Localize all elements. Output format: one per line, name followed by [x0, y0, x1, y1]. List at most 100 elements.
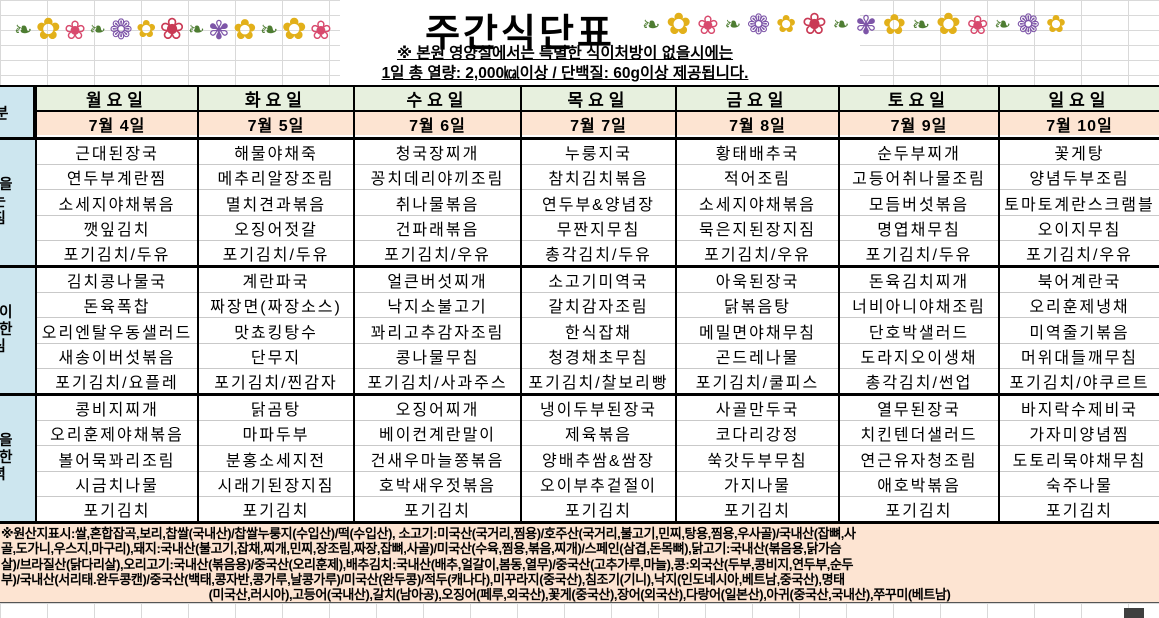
menu-item: 포기김치/우유 — [1000, 239, 1159, 266]
menu-item: 소세지야채볶음 — [677, 189, 838, 215]
menu-item: 총각김치/썬업 — [840, 367, 998, 394]
menu-day-block: 김치콩나물국 돈육폭찹 오리엔탈우동샐러드 새송이버섯볶음 포기김치/요플레 — [35, 268, 197, 394]
menu-item: 분홍소세지전 — [199, 445, 353, 471]
spreadsheet-top-band: ❧ ✿ ❀ ❧ ❁ ✿ ❀ ❧ ✾ ✿ ❧ ✿ ❀ ❧ ✿ ❀ ❧ ❁ ✿ ❀ ❧ ✾ ✿ ❧ ✿ ❀ ❧ ❁ ✿ 주간식단표 ※ 본… — [0, 0, 1159, 85]
menu-item: 연두부&양념장 — [522, 189, 675, 215]
menu-item: 포기김치 — [840, 495, 998, 522]
flower-icon: ❁ — [109, 14, 133, 45]
menu-item: 호박새우젓볶음 — [355, 470, 520, 496]
menu-item: 고등어취나물조림 — [840, 164, 998, 190]
meal-label-line: 여는 — [0, 194, 35, 211]
menu-item: 건새우마늘쫑볶음 — [355, 445, 520, 471]
menu-item: 토마토계란스크램블 — [1000, 189, 1159, 215]
menu-item: 포기김치/사과주스 — [355, 367, 520, 394]
day-header-cell: 월요일 — [37, 87, 197, 112]
leaf-icon: ❧ — [994, 14, 1011, 36]
meal-label-line: 점심 — [0, 339, 35, 356]
menu-day-block: 황태배추국 적어조림 소세지야채볶음 묵은지된장지짐 포기김치/우유 — [675, 140, 838, 266]
menu-item: 얼큰버섯찌개 — [355, 268, 520, 293]
menu-item: 메밀면야채무침 — [677, 317, 838, 343]
menu-item: 양배추쌈&쌈장 — [522, 445, 675, 471]
menu-item: 제육볶음 — [522, 420, 675, 446]
menu-item: 멸치견과볶음 — [199, 189, 353, 215]
meal-label: 행복을여는아침 — [0, 177, 35, 228]
meal-label-line: 정성이 — [0, 305, 13, 321]
menu-day-block: 소고기미역국 갈치감자조림 한식잡채 청경채초무침 포기김치/찰보리빵 — [520, 268, 675, 394]
menu-item: 청경채초무침 — [522, 342, 675, 368]
menu-day-block: 닭곰탕 마파두부 분홍소세지전 시래기된장지짐 포기김치 — [197, 396, 353, 522]
menu-item: 갈치감자조림 — [522, 292, 675, 318]
menu-item: 소세지야채볶음 — [37, 189, 197, 215]
menu-item: 취나물볶음 — [355, 189, 520, 215]
menu-item: 맛쵸킹탕수 — [199, 317, 353, 343]
leaf-icon: ❧ — [642, 12, 661, 37]
menu-day-block: 냉이두부된장국 제육볶음 양배추쌈&쌈장 오이부추겉절이 포기김치 — [520, 396, 675, 522]
menu-item: 숙주나물 — [1000, 470, 1159, 496]
day-header-cell: 목요일 — [522, 87, 675, 112]
menu-item: 오이지무침 — [1000, 214, 1159, 240]
leaf-icon: ❧ — [187, 19, 205, 41]
corner-cell-label: 구 분 — [0, 102, 33, 123]
menu-day-block: 순두부찌개 고등어취나물조림 모듬버섯볶음 명엽채무침 포기김치/두유 — [838, 140, 998, 266]
menu-item: 순두부찌개 — [840, 140, 998, 165]
meal-row: 건강을생각한저녁콩비지찌개오리훈제야채볶음볼어묵꽈리조림시금치나물포기김치닭곰탕… — [0, 393, 1159, 522]
menu-item: 도라지오이생채 — [840, 342, 998, 368]
meal-label-line: 가득한 — [0, 322, 13, 338]
leaf-icon: ❧ — [89, 19, 107, 41]
menu-item: 메추리알장조림 — [199, 164, 353, 190]
meal-label-line: 건강을 — [0, 433, 13, 449]
flower-icon: ❁ — [1016, 9, 1041, 40]
menu-day-block: 아욱된장국 닭볶음탕 메밀면야채무침 곤드레나물 포기김치/쿨피스 — [675, 268, 838, 394]
menu-day-block: 열무된장국 치킨텐더샐러드 연근유자청조림 애호박볶음 포기김치 — [838, 396, 998, 522]
origin-labeling-notice: ※원산지표시:쌀,혼합잡곡,보리,찹쌀(국내산)/찹쌀누룽지(수입산)/떡(수입… — [0, 524, 1159, 603]
menu-item: 오이부추겉절이 — [522, 470, 675, 496]
menu-item: 포기김치/두유 — [37, 239, 197, 266]
menu-item: 누룽지국 — [522, 140, 675, 165]
menu-item: 꽁치데리야끼조림 — [355, 164, 520, 190]
leaf-icon: ❧ — [14, 17, 33, 42]
flower-icon: ✿ — [666, 8, 692, 41]
menu-day-block: 바지락수제비국 가자미양념찜 도토리묵야채무침 숙주나물 포기김치 — [998, 396, 1159, 522]
menu-item: 한식잡채 — [522, 317, 675, 343]
flower-icon: ❀ — [966, 10, 989, 40]
header-column: 화요일 7월 5일 — [197, 87, 353, 137]
menu-item: 포기김치 — [199, 495, 353, 522]
flower-icon: ❁ — [746, 9, 771, 40]
day-header-cell: 수요일 — [355, 87, 520, 112]
menu-item: 포기김치 — [355, 495, 520, 522]
menu-item: 포기김치 — [37, 495, 197, 522]
menu-item: 꽃게탕 — [1000, 140, 1159, 165]
meal-label-cell: 건강을생각한저녁 — [0, 396, 35, 521]
header-column: 일요일 7월 10일 — [998, 87, 1159, 137]
menu-item: 열무된장국 — [840, 396, 998, 421]
menu-item: 냉이두부된장국 — [522, 396, 675, 421]
menu-day-block: 계란파국 짜장면(짜장소스) 맛쵸킹탕수 단무지 포기김치/찐감자 — [197, 268, 353, 394]
menu-item: 포기김치/찰보리빵 — [522, 367, 675, 394]
menu-item: 모듬버섯볶음 — [840, 189, 998, 215]
menu-item: 콩나물무침 — [355, 342, 520, 368]
flower-icon: ✿ — [281, 13, 307, 46]
day-header-cell: 일요일 — [1000, 87, 1159, 112]
menu-item: 깻잎김치 — [37, 214, 197, 240]
menu-item: 바지락수제비국 — [1000, 396, 1159, 421]
menu-day-block: 해물야채죽 메추리알장조림 멸치견과볶음 오징어젓갈 포기김치/두유 — [197, 140, 353, 266]
flower-icon: ✾ — [208, 15, 230, 45]
menu-item: 닭곰탕 — [199, 396, 353, 421]
menu-item: 포기김치 — [1000, 495, 1159, 522]
flower-icon: ✿ — [776, 11, 797, 38]
origin-notice-line: ※원산지표시:쌀,혼합잡곡,보리,찹쌀(국내산)/찹쌀누룽지(수입산)/떡(수입… — [1, 526, 856, 541]
menu-item: 오리훈제야채볶음 — [37, 420, 197, 446]
menu-item: 돈육김치찌개 — [840, 268, 998, 293]
header-column: 월요일 7월 4일 — [35, 87, 197, 137]
leaf-icon: ❧ — [832, 14, 850, 36]
menu-item: 도토리묵야채무침 — [1000, 445, 1159, 471]
menu-item: 포기김치/야쿠르트 — [1000, 367, 1159, 394]
leaf-icon: ❧ — [259, 17, 279, 42]
meal-label-line: 생각한 — [0, 450, 13, 466]
menu-item: 근대된장국 — [37, 140, 197, 165]
meal-label-cell: 정성이가득한점심 — [0, 268, 35, 393]
menu-item: 너비아니야채조림 — [840, 292, 998, 318]
date-cell: 7월 4일 — [37, 112, 197, 135]
menu-item: 건파래볶음 — [355, 214, 520, 240]
